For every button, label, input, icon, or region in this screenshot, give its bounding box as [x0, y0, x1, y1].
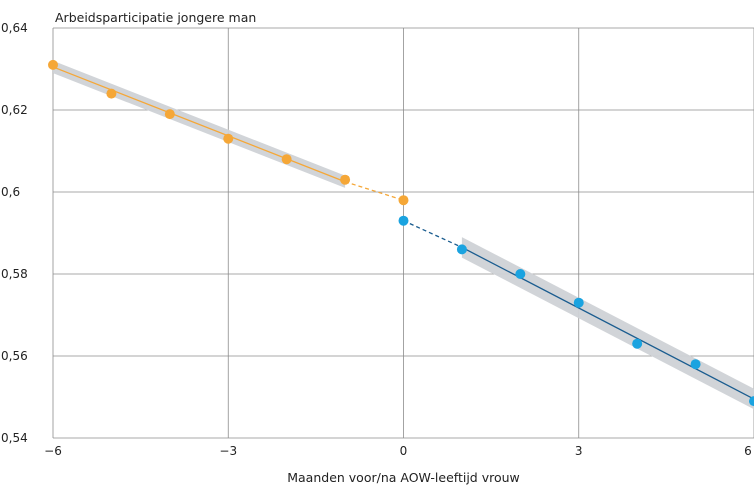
x-tick-label: −3: [219, 444, 237, 458]
data-point: [749, 396, 754, 407]
data-point: [398, 195, 409, 206]
x-tick-label: 3: [575, 444, 583, 458]
x-tick-label: 0: [400, 444, 408, 458]
data-point: [164, 109, 175, 120]
fit-line: [461, 246, 754, 400]
data-point: [456, 244, 467, 255]
data-point: [106, 88, 117, 99]
y-tick-label: 0,62: [1, 103, 28, 117]
fit-extension-dashed: [344, 181, 404, 201]
tick-labels: 0,54 0,56 0,58 0,6 0,62 0,64 −6 −3 0 3 6: [1, 21, 752, 458]
y-tick-label: 0,58: [1, 267, 28, 281]
data-point: [340, 174, 351, 185]
x-tick-label: −6: [44, 444, 62, 458]
y-axis-label: Arbeidsparticipatie jongere man: [55, 10, 256, 25]
y-tick-label: 0,6: [1, 185, 20, 199]
data-points: [48, 59, 754, 407]
data-point: [281, 154, 292, 165]
y-tick-label: 0,64: [1, 21, 28, 35]
data-point: [573, 297, 584, 308]
fit-extension-dashed: [403, 220, 463, 248]
y-tick-label: 0,54: [1, 431, 28, 445]
x-tick-label: 6: [744, 444, 752, 458]
data-point: [632, 338, 643, 349]
data-point: [515, 269, 526, 279]
data-point: [398, 215, 409, 226]
y-tick-label: 0,56: [1, 349, 28, 363]
data-point: [223, 133, 234, 144]
fit-lines: [52, 66, 754, 400]
fit-line: [52, 66, 346, 183]
x-axis-label: Maanden voor/na AOW-leeftijd vrouw: [287, 470, 520, 485]
grid: [52, 27, 754, 439]
data-point: [690, 359, 701, 370]
data-point: [48, 59, 58, 70]
